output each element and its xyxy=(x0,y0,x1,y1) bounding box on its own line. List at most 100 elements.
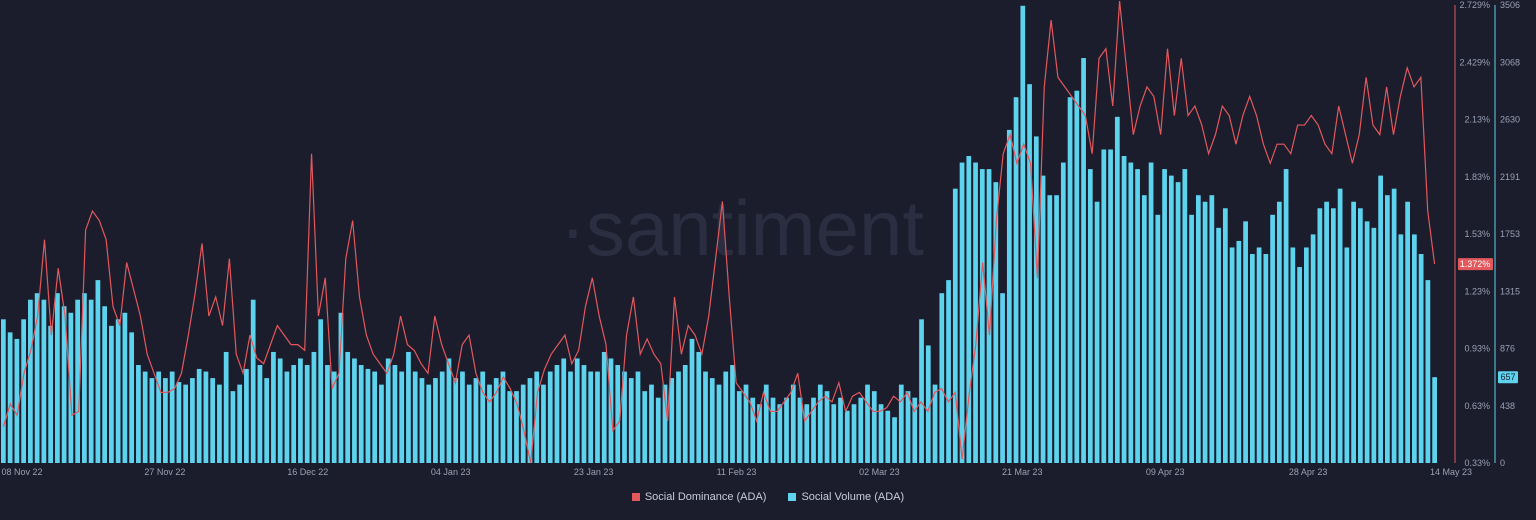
volume-bar xyxy=(1081,58,1086,463)
volume-bar xyxy=(1391,188,1397,464)
volume-bar xyxy=(379,384,384,463)
volume-bar xyxy=(372,371,378,463)
volume-bar xyxy=(743,384,749,463)
volume-bar xyxy=(1141,195,1147,463)
volume-bar xyxy=(669,378,675,463)
volume-bar xyxy=(1202,201,1208,464)
left-axis-tick-label: 1.23% xyxy=(1464,286,1490,296)
left-axis-tick-label: 2.13% xyxy=(1464,115,1490,125)
volume-bar xyxy=(1385,195,1390,463)
volume-bar xyxy=(838,397,843,463)
volume-bar xyxy=(1087,169,1093,463)
volume-bar xyxy=(1344,247,1350,463)
volume-bar xyxy=(115,319,121,463)
x-axis-tick-label: 23 Jan 23 xyxy=(574,467,614,477)
volume-bar xyxy=(1358,208,1363,463)
volume-bar xyxy=(595,371,600,463)
volume-bar xyxy=(568,371,573,463)
legend: Social Dominance (ADA) Social Volume (AD… xyxy=(0,491,1536,503)
right-axis-tick-label: 3068 xyxy=(1500,57,1520,67)
volume-bar xyxy=(7,332,13,463)
volume-bar xyxy=(250,299,256,463)
volume-bar xyxy=(142,371,148,463)
volume-bar xyxy=(358,365,364,463)
volume-bar xyxy=(163,378,168,463)
volume-bar xyxy=(1405,201,1410,464)
volume-bar xyxy=(1209,195,1215,463)
volume-bar xyxy=(1040,175,1046,464)
x-axis-tick-label: 04 Jan 23 xyxy=(431,467,471,477)
volume-bar xyxy=(244,368,249,463)
volume-bar xyxy=(419,378,425,463)
x-axis-tick-label: 11 Feb 23 xyxy=(717,467,757,477)
right-axis-tick-label: 1753 xyxy=(1500,229,1520,239)
volume-bar xyxy=(75,299,81,463)
volume-bar xyxy=(1195,195,1201,463)
volume-bar xyxy=(1135,169,1140,463)
volume-bar xyxy=(392,365,398,463)
volume-bar xyxy=(1128,162,1134,464)
volume-bar xyxy=(1412,234,1417,463)
volume-bar xyxy=(946,280,951,463)
volume-bar xyxy=(21,319,26,463)
volume-bar xyxy=(1121,156,1127,463)
volume-bar xyxy=(196,368,202,463)
volume-bar xyxy=(574,358,580,463)
volume-bar xyxy=(298,358,303,463)
volume-bar xyxy=(230,391,236,463)
volume-bar xyxy=(88,299,94,463)
right-axis-tick-label: 2630 xyxy=(1500,115,1520,125)
volume-bar xyxy=(689,338,695,463)
volume-bar xyxy=(1276,201,1282,464)
volume-bar xyxy=(622,371,627,463)
volume-bar xyxy=(1114,116,1120,463)
volume-bar xyxy=(959,162,965,464)
volume-bar xyxy=(156,371,162,463)
volume-bar xyxy=(1371,227,1377,463)
volume-bar xyxy=(264,378,270,463)
volume-bar xyxy=(1033,136,1039,464)
volume-bar xyxy=(466,384,472,463)
volume-bar xyxy=(912,397,918,463)
volume-bar xyxy=(919,319,924,463)
volume-bar xyxy=(1067,97,1073,463)
volume-bar xyxy=(858,397,864,463)
right-axis-tick-label: 0 xyxy=(1500,458,1505,468)
volume-bar xyxy=(122,312,128,463)
volume-bar xyxy=(871,391,877,463)
volume-bar xyxy=(547,371,553,463)
volume-bar xyxy=(1364,221,1370,463)
volume-bar xyxy=(831,404,837,463)
volume-bar xyxy=(1317,208,1323,463)
legend-label-volume: Social Volume (ADA) xyxy=(801,491,905,503)
legend-item-volume[interactable]: Social Volume (ADA) xyxy=(788,491,904,503)
volume-bar xyxy=(493,378,499,463)
volume-bar xyxy=(1310,234,1316,463)
volume-bar xyxy=(520,384,526,463)
volume-bar xyxy=(986,169,992,463)
volume-bar xyxy=(190,378,195,463)
volume-bar xyxy=(129,332,135,463)
volume-bar xyxy=(804,404,810,463)
volume-bar xyxy=(1155,214,1161,463)
volume-bar xyxy=(480,371,486,463)
x-axis-tick-label: 16 Dec 22 xyxy=(287,467,328,477)
volume-bar xyxy=(561,358,567,463)
volume-bar xyxy=(82,293,87,463)
volume-bar xyxy=(1020,5,1026,464)
volume-bar xyxy=(1243,221,1248,463)
volume-bar xyxy=(1330,208,1336,463)
volume-bar xyxy=(311,351,317,463)
volume-bar xyxy=(655,397,661,463)
volume-bar xyxy=(709,378,715,463)
legend-item-dominance[interactable]: Social Dominance (ADA) xyxy=(631,491,766,503)
volume-bar xyxy=(338,312,344,463)
volume-bar xyxy=(500,371,506,463)
volume-bar xyxy=(1101,149,1107,464)
volume-bar xyxy=(554,365,560,463)
volume-bar xyxy=(385,358,391,463)
left-axis-tick-label: 0.93% xyxy=(1464,344,1490,354)
volume-bar xyxy=(48,325,53,463)
volume-bar xyxy=(1189,214,1194,463)
